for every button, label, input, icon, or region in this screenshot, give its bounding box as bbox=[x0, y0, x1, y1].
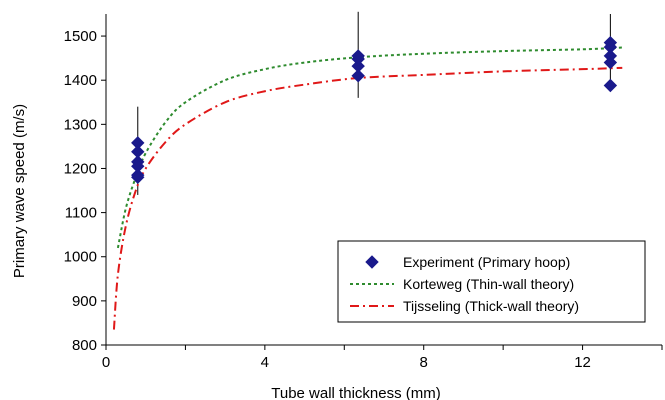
axes bbox=[105, 14, 662, 346]
series-lines bbox=[112, 46, 623, 330]
y-tick-label: 1400 bbox=[64, 72, 97, 89]
series-line bbox=[112, 66, 623, 330]
y-tick-label: 1300 bbox=[64, 116, 97, 133]
legend-label: Tijsseling (Thick-wall theory) bbox=[403, 298, 579, 314]
x-tick-label: 12 bbox=[574, 354, 591, 371]
x-axis-title: Tube wall thickness (mm) bbox=[271, 385, 440, 400]
y-axis-ticks: 800 900 1000 1100 1200 1300 1400 1500 bbox=[64, 28, 106, 354]
data-points bbox=[131, 35, 618, 185]
y-tick-label: 800 bbox=[72, 337, 97, 354]
y-axis-title: Primary wave speed (m/s) bbox=[11, 104, 28, 278]
x-tick-label: 0 bbox=[102, 354, 110, 371]
y-tick-label: 1200 bbox=[64, 160, 97, 177]
data-point bbox=[603, 55, 618, 70]
legend-label: Experiment (Primary hoop) bbox=[403, 254, 570, 270]
y-tick-label: 1500 bbox=[64, 28, 97, 45]
y-tick-label: 1000 bbox=[64, 249, 97, 266]
legend-box bbox=[337, 240, 646, 323]
data-point bbox=[351, 69, 365, 83]
y-tick-label: 900 bbox=[72, 293, 97, 310]
x-tick-label: 8 bbox=[420, 354, 428, 371]
y-tick-label: 1100 bbox=[65, 205, 97, 222]
error-bars bbox=[137, 11, 611, 195]
data-point bbox=[351, 52, 365, 66]
legend-label: Korteweg (Thin-wall theory) bbox=[403, 276, 574, 292]
x-axis-ticks: 0 4 8 12 bbox=[102, 345, 663, 371]
legend: Experiment (Primary hoop) Korteweg (Thin-… bbox=[337, 240, 646, 323]
series-line bbox=[116, 46, 623, 249]
x-tick-label: 4 bbox=[261, 354, 269, 371]
legend-marker bbox=[365, 255, 379, 269]
data-point bbox=[603, 78, 618, 93]
data-point bbox=[131, 170, 145, 185]
